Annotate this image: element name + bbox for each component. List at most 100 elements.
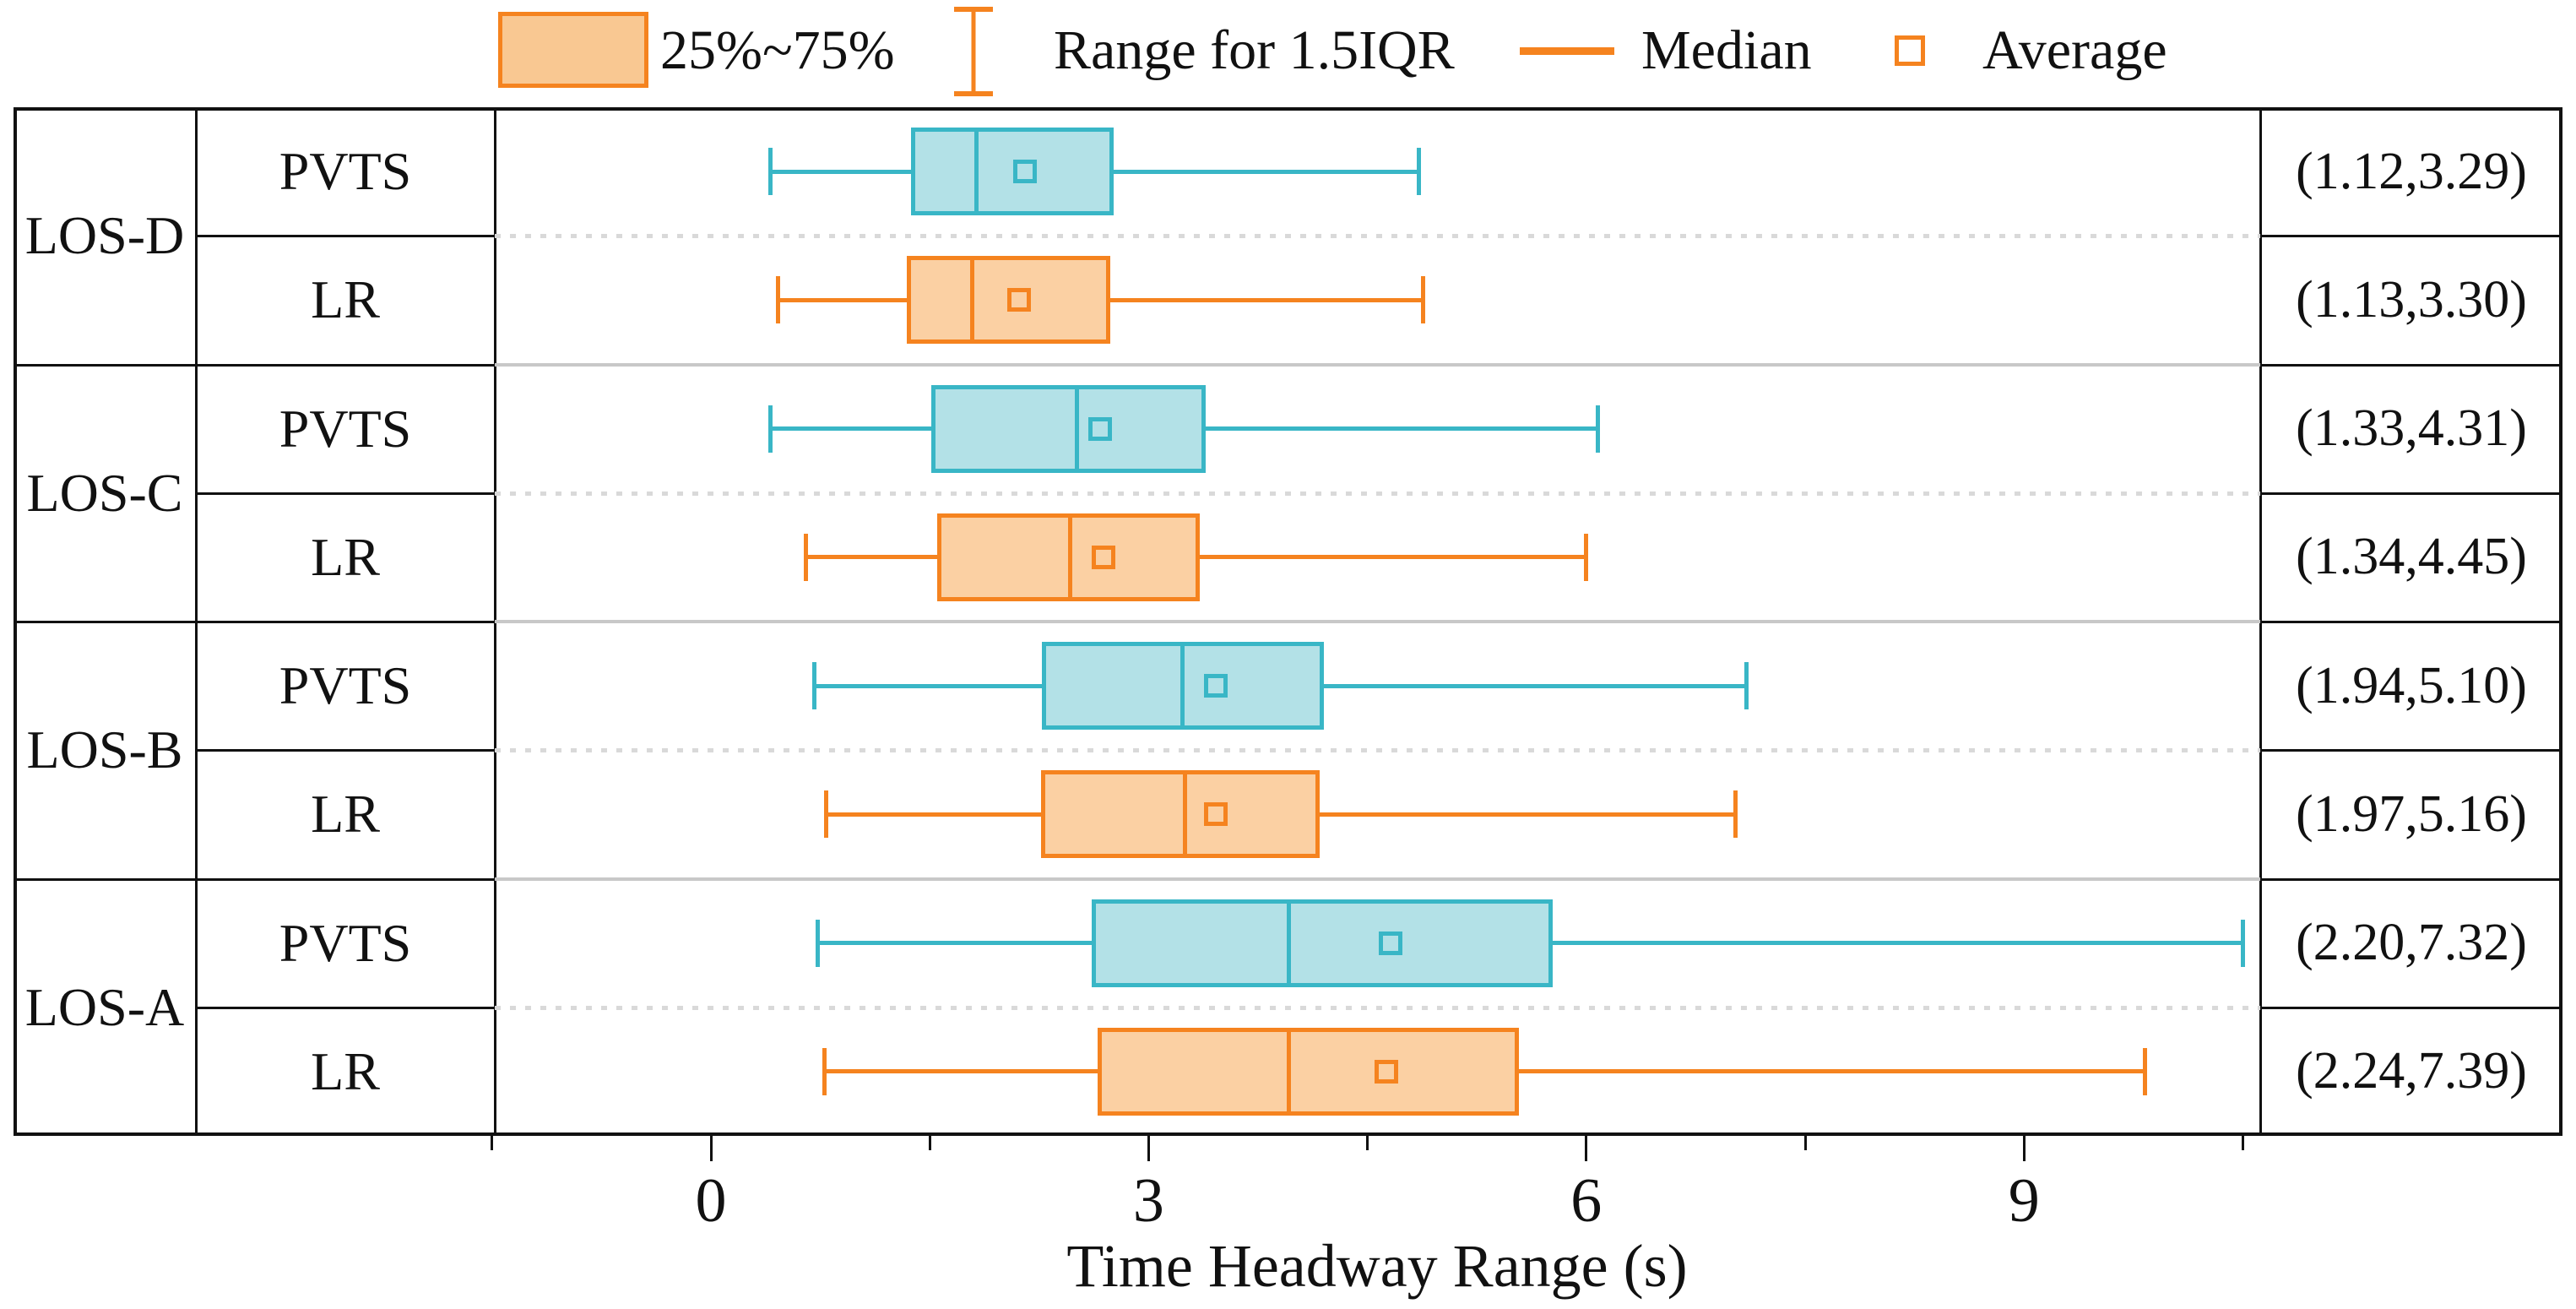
group-divider-right (2260, 621, 2562, 623)
whisker-cap-low (824, 790, 828, 839)
row-divider-method (196, 492, 495, 495)
group-divider-left (14, 877, 495, 881)
los-cell-LOS-C: LOS-C (26, 462, 183, 523)
axis-tick-major (1147, 1136, 1150, 1161)
average-marker (1379, 931, 1403, 955)
median-line (969, 260, 974, 340)
median-line (973, 132, 979, 212)
axis-tick-label: 9 (2008, 1166, 2040, 1236)
average-marker (1091, 545, 1115, 569)
value-cell: (1.12,3.29) (2296, 142, 2527, 200)
row-divider-value (2260, 492, 2562, 495)
whisker-cap-high (1596, 405, 1601, 453)
whisker-stem (971, 7, 976, 96)
average-marker (1203, 802, 1228, 827)
axis-tick-minor (1366, 1136, 1369, 1150)
value-cell: (1.94,5.10) (2296, 656, 2527, 714)
axis-tick-minor (928, 1136, 931, 1150)
axis-tick-minor (491, 1136, 494, 1150)
row-divider-method (196, 749, 495, 752)
method-cell: PVTS (279, 398, 412, 459)
whisker-cap-high (1416, 148, 1421, 196)
legend-label-iqr-box: 25%~75% (660, 19, 895, 81)
axis-tick-label: 3 (1132, 1166, 1164, 1236)
method-cell: PVTS (279, 141, 412, 202)
row-divider-plot (495, 491, 2260, 496)
legend-label-average: Average (1982, 19, 2167, 81)
value-cell: (2.20,7.32) (2296, 914, 2527, 972)
method-cell: PVTS (279, 912, 412, 973)
whisker-cap-low (768, 405, 773, 453)
value-cell: (1.13,3.30) (2296, 270, 2527, 329)
median-line-icon (1520, 47, 1614, 55)
group-divider-right (2260, 363, 2562, 367)
whisker-cap-high (2240, 919, 2245, 967)
group-divider-plot (495, 620, 2260, 623)
box (910, 128, 1114, 216)
axis-tick-label: 0 (695, 1166, 727, 1236)
legend-label-median: Median (1641, 19, 1812, 81)
average-marker (1203, 674, 1228, 698)
box-swatch-icon (498, 12, 648, 88)
whisker-cap-high (1584, 533, 1589, 581)
group-divider-right (2260, 877, 2562, 881)
whisker-cap-low (822, 1047, 827, 1095)
row-divider-plot (495, 1005, 2260, 1010)
box (930, 384, 1206, 473)
median-line (1286, 903, 1291, 983)
average-marker (1012, 160, 1037, 184)
axis-tick-label: 6 (1570, 1166, 1603, 1236)
row-divider-method (196, 1006, 495, 1009)
method-cell: LR (311, 784, 380, 845)
axis-tick-minor (1803, 1136, 1807, 1150)
row-divider-plot (495, 234, 2260, 239)
median-line (1067, 517, 1072, 597)
value-cell: (1.33,4.31) (2296, 399, 2527, 458)
average-marker (1088, 416, 1113, 441)
median-line (1180, 646, 1185, 726)
average-marker (1375, 1059, 1399, 1084)
average-marker (1006, 288, 1031, 312)
whisker-cap-high (2143, 1047, 2148, 1095)
box (1040, 770, 1320, 859)
box (1097, 1027, 1520, 1116)
axis-tick-major (709, 1136, 713, 1161)
box (1092, 899, 1554, 987)
group-divider-left (14, 621, 495, 623)
whisker-cap-bottom (954, 91, 993, 96)
value-cell: (1.34,4.45) (2296, 528, 2527, 586)
whisker-cap-low (815, 919, 820, 967)
whisker-cap-high (1733, 790, 1738, 839)
value-cell: (1.97,5.16) (2296, 785, 2527, 843)
median-line (1286, 1031, 1291, 1111)
method-cell: PVTS (279, 655, 412, 716)
whisker-range-icon (954, 7, 993, 96)
axis-tick-major (2022, 1136, 2026, 1161)
group-divider-left (14, 363, 495, 367)
whisker-cap-high (1420, 276, 1425, 324)
method-cell: LR (311, 1040, 380, 1101)
row-divider-plot (495, 748, 2260, 753)
row-divider-value (2260, 749, 2562, 752)
whisker-cap-low (803, 533, 808, 581)
los-cell-LOS-A: LOS-A (24, 976, 185, 1037)
group-divider-plot (495, 362, 2260, 367)
method-cell: LR (311, 526, 380, 587)
whisker-cap-low (812, 662, 817, 710)
median-line (1075, 388, 1080, 469)
axis-tick-minor (2241, 1136, 2244, 1150)
average-square-icon (1895, 35, 1925, 66)
median-line (1183, 774, 1188, 855)
group-divider-plot (495, 877, 2260, 881)
legend-label-range: Range for 1.5IQR (1054, 19, 1455, 81)
x-axis-title: Time Headway Range (s) (1066, 1232, 1688, 1300)
value-cell: (2.24,7.39) (2296, 1042, 2527, 1100)
row-divider-method (196, 235, 495, 238)
method-cell: LR (311, 269, 380, 330)
whisker-cap-low (775, 276, 780, 324)
los-cell-LOS-B: LOS-B (26, 720, 183, 780)
whisker-cap-high (1744, 662, 1749, 710)
row-divider-value (2260, 1006, 2562, 1009)
row-divider-value (2260, 235, 2562, 238)
